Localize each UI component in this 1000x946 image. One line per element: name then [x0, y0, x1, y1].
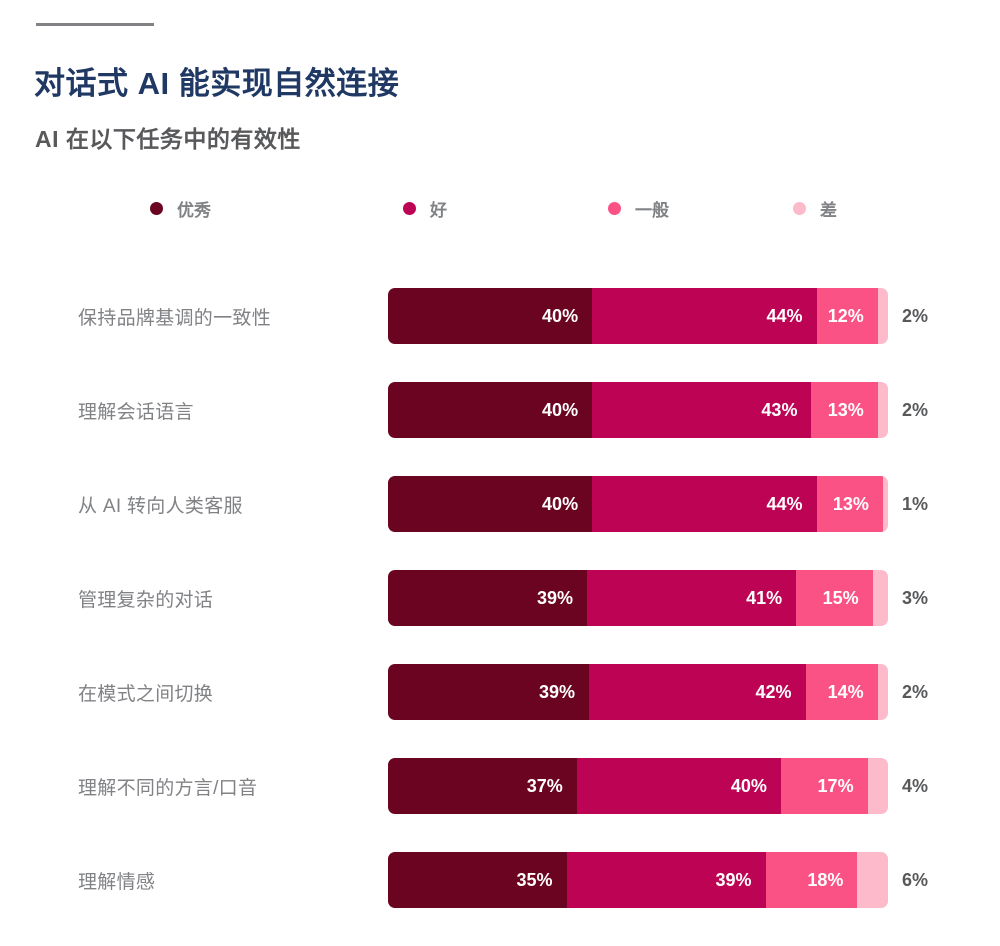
bar-segment-好[interactable]: 39%	[566, 852, 766, 908]
legend-dot-icon	[150, 202, 163, 215]
row-category-label: 在模式之间切换	[78, 683, 214, 705]
chart-row: 从 AI 转向人类客服 40% 44% 13% 1% 1%	[0, 476, 1000, 570]
bar-segment-优秀[interactable]: 39%	[388, 570, 587, 626]
bar-segment-好[interactable]: 40%	[576, 758, 781, 814]
bar-segment-好[interactable]: 41%	[586, 570, 797, 626]
bar-outside-value: 2%	[902, 681, 929, 702]
legend-dot-icon	[403, 202, 416, 215]
bar-segment-优秀[interactable]: 39%	[388, 664, 590, 720]
bar-segment-value: 41%	[746, 587, 783, 608]
bar-segment-差[interactable]: 2%	[877, 288, 888, 344]
bar-segment-一般[interactable]: 18%	[765, 852, 858, 908]
chart-row: 在模式之间切换 39% 42% 14% 2% 2%	[0, 664, 1000, 758]
row-category-label: 保持品牌基调的一致性	[78, 307, 272, 329]
legend-item-label: 差	[820, 201, 837, 220]
bar-segment-一般[interactable]: 13%	[816, 476, 883, 532]
bar-segment-差[interactable]: 2%	[877, 382, 888, 438]
bar-segment-value: 13%	[827, 399, 864, 420]
bar-segment-优秀[interactable]: 35%	[388, 852, 567, 908]
bar-segment-一般[interactable]: 12%	[816, 288, 878, 344]
bar-segment-差[interactable]: 1%	[882, 476, 888, 532]
bar-segment-value: 18%	[807, 869, 844, 890]
bar-segment-value: 17%	[817, 775, 854, 796]
row-category-label: 从 AI 转向人类客服	[78, 495, 243, 517]
bar-segment-好[interactable]: 42%	[589, 664, 806, 720]
bar-segment-value: 15%	[822, 587, 859, 608]
bar-segment-好[interactable]: 43%	[592, 382, 812, 438]
bar-segment-value: 12%	[827, 305, 864, 326]
legend-item-label: 一般	[635, 201, 669, 220]
bar-outside-value: 2%	[902, 305, 929, 326]
row-category-label: 理解会话语言	[78, 401, 194, 423]
chart-legend: 优秀 好 一般 差	[150, 196, 910, 226]
stacked-bar[interactable]: 40% 43% 13% 2%	[388, 382, 888, 438]
bar-segment-优秀[interactable]: 40%	[388, 382, 593, 438]
legend-item-1[interactable]: 好	[403, 196, 447, 221]
bar-segment-value: 44%	[766, 305, 803, 326]
bar-segment-value: 44%	[766, 493, 803, 514]
bar-segment-优秀[interactable]: 40%	[388, 288, 593, 344]
row-category-label: 理解情感	[78, 871, 156, 893]
bar-segment-value: 40%	[542, 399, 579, 420]
stacked-bar[interactable]: 39% 42% 14% 2%	[388, 664, 888, 720]
legend-item-2[interactable]: 一般	[608, 196, 669, 221]
bar-segment-value: 13%	[832, 493, 869, 514]
stacked-bar[interactable]: 39% 41% 15% 3%	[388, 570, 888, 626]
bar-segment-value: 40%	[542, 493, 579, 514]
chart-row: 理解不同的方言/口音 37% 40% 17% 4% 4%	[0, 758, 1000, 852]
legend-dot-icon	[608, 202, 621, 215]
bar-segment-一般[interactable]: 13%	[811, 382, 878, 438]
row-category-label: 管理复杂的对话	[78, 589, 214, 611]
bar-segment-value: 40%	[542, 305, 579, 326]
legend-item-3[interactable]: 差	[793, 196, 837, 221]
stacked-bar[interactable]: 40% 44% 13% 1%	[388, 476, 888, 532]
bar-segment-value: 42%	[755, 681, 792, 702]
bar-segment-value: 37%	[526, 775, 563, 796]
bar-segment-好[interactable]: 44%	[592, 476, 817, 532]
bar-outside-value: 3%	[902, 587, 929, 608]
bar-segment-value: 39%	[536, 587, 573, 608]
legend-item-0[interactable]: 优秀	[150, 196, 211, 221]
header-rule	[36, 23, 154, 26]
bar-segment-一般[interactable]: 15%	[796, 570, 873, 626]
legend-item-label: 好	[430, 201, 447, 220]
bar-segment-一般[interactable]: 17%	[780, 758, 868, 814]
bar-outside-value: 4%	[902, 775, 929, 796]
bar-segment-差[interactable]: 6%	[857, 852, 888, 908]
bar-segment-value: 14%	[827, 681, 864, 702]
stacked-bar[interactable]: 37% 40% 17% 4%	[388, 758, 888, 814]
bar-segment-一般[interactable]: 14%	[805, 664, 878, 720]
chart-rows: 保持品牌基调的一致性 40% 44% 12% 2% 2% 理解会话语言 40% 43% 13% 2%…	[0, 288, 1000, 946]
bar-outside-value: 6%	[902, 869, 929, 890]
bar-segment-好[interactable]: 44%	[592, 288, 817, 344]
bar-segment-差[interactable]: 4%	[867, 758, 888, 814]
chart-row: 理解会话语言 40% 43% 13% 2% 2%	[0, 382, 1000, 476]
bar-segment-优秀[interactable]: 40%	[388, 476, 593, 532]
chart-row: 保持品牌基调的一致性 40% 44% 12% 2% 2%	[0, 288, 1000, 382]
bar-outside-value: 2%	[902, 399, 929, 420]
legend-item-label: 优秀	[177, 201, 211, 220]
bar-segment-差[interactable]: 2%	[877, 664, 888, 720]
chart-row: 管理复杂的对话 39% 41% 15% 3% 3%	[0, 570, 1000, 664]
bar-segment-value: 43%	[761, 399, 798, 420]
bar-outside-value: 1%	[902, 493, 929, 514]
legend-dot-icon	[793, 202, 806, 215]
page-subtitle: AI 在以下任务中的有效性	[35, 126, 301, 152]
row-category-label: 理解不同的方言/口音	[78, 777, 258, 799]
stacked-bar[interactable]: 35% 39% 18% 6%	[388, 852, 888, 908]
bar-segment-value: 39%	[538, 681, 576, 702]
bar-segment-value: 39%	[715, 869, 752, 890]
bar-segment-差[interactable]: 3%	[872, 570, 888, 626]
bar-segment-value: 35%	[516, 869, 553, 890]
bar-segment-value: 40%	[730, 775, 767, 796]
page-title: 对话式 AI 能实现自然连接	[34, 66, 400, 101]
chart-row: 理解情感 35% 39% 18% 6% 6%	[0, 852, 1000, 946]
stacked-bar[interactable]: 40% 44% 12% 2%	[388, 288, 888, 344]
bar-segment-优秀[interactable]: 37%	[388, 758, 577, 814]
